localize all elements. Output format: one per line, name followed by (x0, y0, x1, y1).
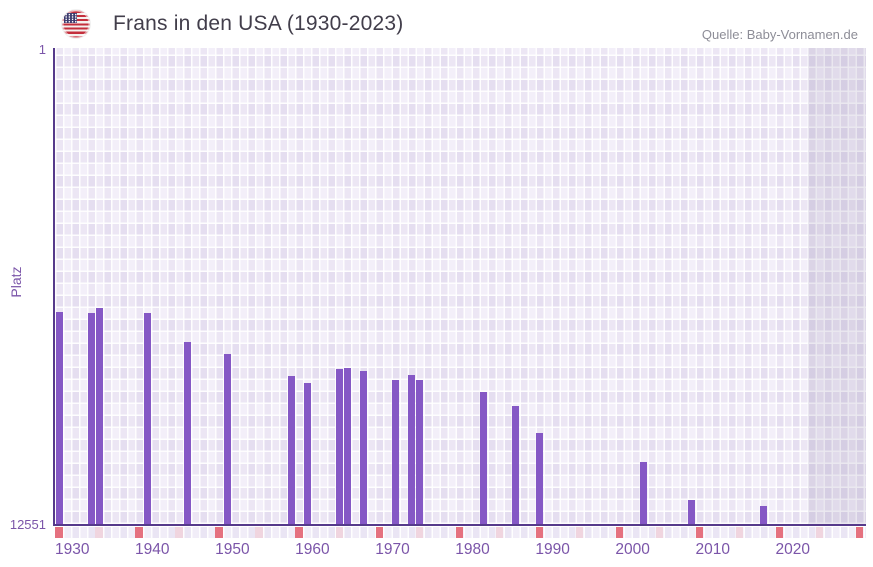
bar-1972[interactable] (392, 379, 400, 524)
navigator-mark-1950 (215, 527, 223, 538)
navigator-mark-1975 (415, 527, 424, 538)
x-axis-label-1990: 1990 (535, 541, 570, 558)
bar-1959[interactable] (287, 376, 295, 524)
bar-1966[interactable] (344, 368, 351, 524)
navigator-mark-1990 (535, 527, 544, 538)
y-axis-line (53, 48, 55, 526)
navigator-mark-1980 (455, 527, 464, 538)
bar-1934[interactable] (87, 312, 95, 524)
bar-1961[interactable] (303, 382, 311, 524)
bar-1983[interactable] (480, 391, 488, 524)
bar-1990[interactable] (536, 433, 544, 524)
x-axis-label-1940: 1940 (135, 541, 170, 558)
x-axis-label-1960: 1960 (295, 541, 330, 558)
navigator-mark-1955 (255, 527, 263, 538)
bar-1951[interactable] (223, 354, 231, 524)
page-title: Frans in den USA (1930-2023) (113, 12, 404, 35)
navigator-mark-1970 (375, 527, 384, 538)
navigator-mark-1945 (175, 527, 183, 538)
us-flag-icon (62, 10, 90, 38)
bar-2018[interactable] (760, 506, 768, 524)
bar-1941[interactable] (143, 313, 151, 524)
y-axis-title: Platz (8, 266, 24, 298)
x-axis-label-1930: 1930 (55, 541, 90, 558)
navigator-mark-2020 (775, 527, 784, 538)
y-axis-tick-bottom: 12551 (9, 517, 46, 532)
us-flag-canton (63, 13, 77, 23)
future-years-band (807, 48, 866, 524)
navigator-mark-2015 (735, 527, 744, 538)
navigator-mark-1935 (95, 527, 103, 538)
source-credit: Quelle: Baby-Vornamen.de (701, 27, 858, 42)
y-axis-tick-top: 1 (38, 42, 46, 57)
navigator-mark-1965 (335, 527, 343, 538)
bar-1930[interactable] (55, 311, 63, 524)
bar-1946[interactable] (183, 341, 191, 524)
x-axis-label-2000: 2000 (615, 541, 650, 558)
navigator-mark-2010 (695, 527, 704, 538)
navigator-mark-2030 (855, 527, 864, 538)
navigator-mark-2000 (615, 527, 624, 538)
bar-1968[interactable] (360, 370, 368, 524)
x-axis-label-2020: 2020 (775, 541, 811, 558)
navigator-mark-1995 (575, 527, 584, 538)
x-axis-label-2010: 2010 (695, 541, 730, 558)
navigator-mark-1930 (55, 527, 63, 538)
x-axis-line (53, 524, 866, 526)
bar-1965[interactable] (336, 369, 343, 524)
plot-area (55, 48, 866, 524)
x-axis-label-1950: 1950 (215, 541, 250, 558)
navigator-mark-1985 (495, 527, 504, 538)
bar-2003[interactable] (640, 461, 648, 524)
navigator-mark-1940 (135, 527, 143, 538)
navigator-mark-2025 (815, 527, 824, 538)
navigator-strip (55, 527, 866, 538)
x-axis-label-1980: 1980 (455, 541, 490, 558)
bar-1935[interactable] (95, 307, 103, 524)
bar-1987[interactable] (512, 406, 520, 524)
bar-2009[interactable] (688, 500, 696, 524)
x-axis-label-1970: 1970 (375, 541, 410, 558)
navigator-mark-2005 (655, 527, 664, 538)
bar-1974[interactable] (408, 374, 416, 524)
navigator-mark-1960 (295, 527, 303, 538)
bar-1975[interactable] (416, 379, 424, 524)
